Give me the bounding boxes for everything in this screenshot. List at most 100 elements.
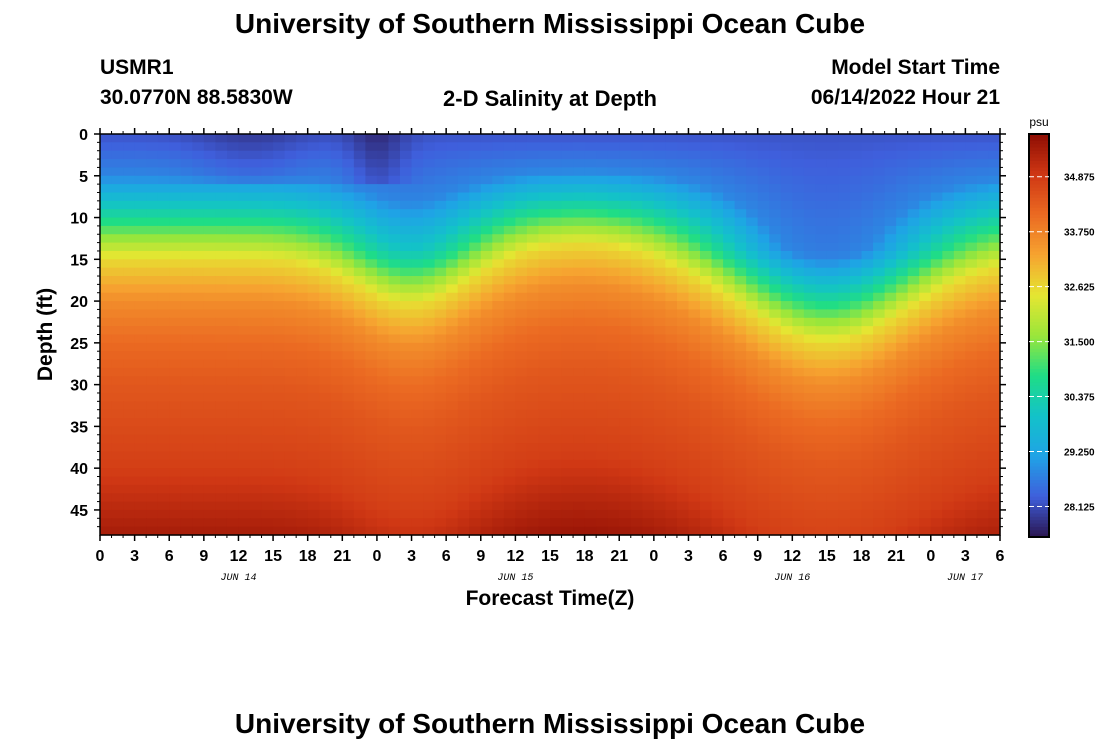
heatmap-cell xyxy=(273,459,286,469)
heatmap-cell xyxy=(873,317,886,327)
heatmap-cell xyxy=(400,292,413,302)
heatmap-cell xyxy=(400,376,413,386)
heatmap-cell xyxy=(780,184,793,194)
heatmap-cell xyxy=(192,434,205,444)
heatmap-cell xyxy=(953,134,966,143)
heatmap-cell xyxy=(700,493,713,503)
heatmap-cell xyxy=(365,376,378,386)
heatmap-cell xyxy=(930,384,943,394)
heatmap-cell xyxy=(157,142,170,152)
heatmap-cell xyxy=(850,326,863,336)
heatmap-cell xyxy=(503,276,516,285)
heatmap-cell xyxy=(688,426,701,436)
heatmap-cell xyxy=(746,384,759,394)
heatmap-cell xyxy=(838,367,851,377)
heatmap-cell xyxy=(503,167,516,177)
heatmap-cell xyxy=(192,334,205,344)
heatmap-cell xyxy=(480,276,493,285)
heatmap-cell xyxy=(746,234,759,244)
heatmap-cell xyxy=(861,234,874,244)
heatmap-cell xyxy=(238,418,251,427)
heatmap-cell xyxy=(573,418,586,427)
heatmap-cell xyxy=(850,376,863,386)
heatmap-cell xyxy=(111,192,124,202)
heatmap-cell xyxy=(469,359,482,369)
heatmap-cell xyxy=(873,418,886,427)
heatmap-cell xyxy=(757,342,770,352)
heatmap-cell xyxy=(723,426,736,436)
heatmap-cell xyxy=(342,518,355,528)
colorbar-swatch xyxy=(1029,493,1049,498)
heatmap-cell xyxy=(688,334,701,344)
heatmap-cell xyxy=(111,309,124,319)
colorbar-swatch xyxy=(1029,409,1049,414)
heatmap-cell xyxy=(538,493,551,503)
heatmap-cell xyxy=(526,167,540,177)
heatmap-cell xyxy=(169,200,182,210)
heatmap-cell xyxy=(526,159,540,169)
heatmap-cell xyxy=(907,459,920,469)
heatmap-cell xyxy=(988,150,1001,160)
heatmap-cell xyxy=(676,451,690,461)
heatmap-cell xyxy=(780,401,793,411)
heatmap-cell xyxy=(365,342,378,352)
heatmap-cell xyxy=(953,309,966,319)
heatmap-cell xyxy=(469,518,482,528)
heatmap-cell xyxy=(515,426,528,436)
heatmap-cell xyxy=(169,526,182,536)
heatmap-cell xyxy=(526,459,540,469)
heatmap-cell xyxy=(203,309,216,319)
heatmap-cell xyxy=(134,359,147,369)
heatmap-cell xyxy=(215,526,228,536)
heatmap-cell xyxy=(388,309,401,319)
heatmap-cell xyxy=(780,426,793,436)
heatmap-cell xyxy=(976,267,990,277)
heatmap-cell xyxy=(284,159,297,169)
heatmap-cell xyxy=(942,150,955,160)
heatmap-cell xyxy=(619,200,632,210)
heatmap-cell xyxy=(296,468,309,478)
heatmap-cell xyxy=(111,217,124,227)
heatmap-cell xyxy=(330,301,343,311)
heatmap-cell xyxy=(434,459,447,469)
heatmap-cell xyxy=(965,468,978,478)
heatmap-cell xyxy=(803,392,816,402)
heatmap-cell xyxy=(630,259,643,269)
heatmap-cell xyxy=(469,526,482,536)
heatmap-cell xyxy=(584,150,597,160)
heatmap-cell xyxy=(792,250,805,260)
heatmap-cell xyxy=(215,209,228,219)
heatmap-cell xyxy=(700,150,713,160)
heatmap-cell xyxy=(157,342,170,352)
colorbar-swatch xyxy=(1029,167,1049,172)
heatmap-cell xyxy=(146,217,159,227)
heatmap-cell xyxy=(100,401,113,411)
heatmap-cell xyxy=(988,276,1001,285)
heatmap-cell xyxy=(446,192,459,202)
heatmap-cell xyxy=(250,184,263,194)
colorbar-swatch xyxy=(1029,362,1049,367)
heatmap-cell xyxy=(330,276,343,285)
heatmap-cell xyxy=(526,342,540,352)
heatmap-cell xyxy=(203,159,216,169)
heatmap-cell xyxy=(953,167,966,177)
heatmap-cell xyxy=(619,392,632,402)
heatmap-cell xyxy=(723,217,736,227)
heatmap-cell xyxy=(723,309,736,319)
heatmap-cell xyxy=(492,451,505,461)
heatmap-cell xyxy=(526,401,540,411)
heatmap-cell xyxy=(665,159,678,169)
heatmap-cell xyxy=(215,259,228,269)
heatmap-cell xyxy=(930,451,943,461)
heatmap-cell xyxy=(653,434,666,444)
heatmap-cell xyxy=(665,150,678,160)
heatmap-cell xyxy=(723,142,736,152)
heatmap-cell xyxy=(307,351,320,361)
heatmap-cell xyxy=(226,326,240,336)
heatmap-cell xyxy=(953,367,966,377)
heatmap-cell xyxy=(988,476,1001,486)
heatmap-cell xyxy=(515,225,528,235)
heatmap-cell xyxy=(884,159,897,169)
heatmap-cell xyxy=(792,267,805,277)
heatmap-cell xyxy=(400,359,413,369)
